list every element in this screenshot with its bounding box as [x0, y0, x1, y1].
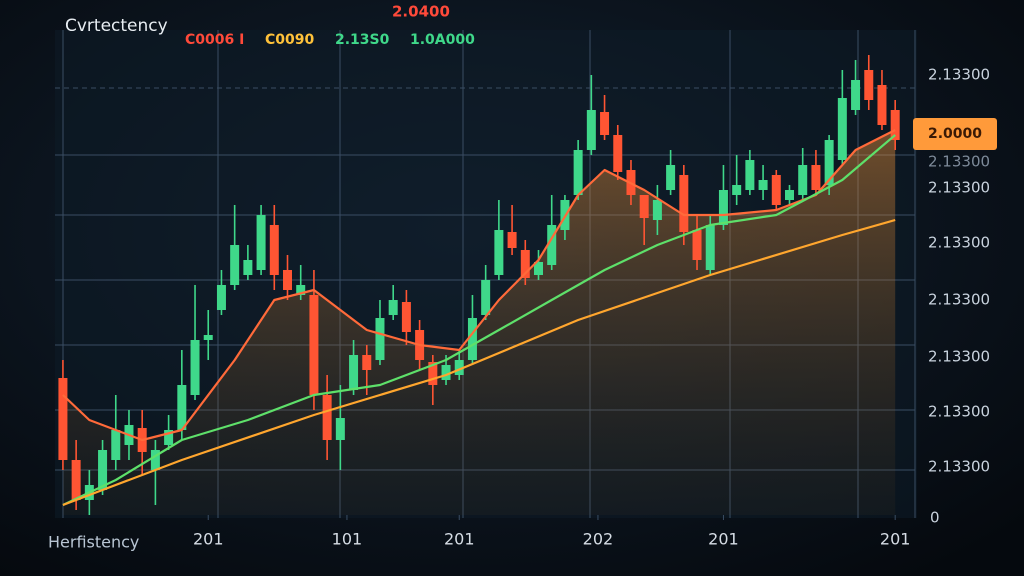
- right-axis-label: 2.13300: [928, 153, 990, 171]
- candle-body: [454, 360, 464, 375]
- candle-body: [547, 225, 557, 265]
- candle-body: [203, 335, 213, 340]
- ma-line: [62, 129, 896, 442]
- candle-body: [190, 340, 200, 395]
- candle-body: [600, 112, 610, 135]
- candle-body: [771, 175, 781, 205]
- right-axis-label: 2.13300: [928, 179, 990, 197]
- footer-label: Herfistency: [48, 533, 139, 552]
- candle-body: [534, 262, 544, 275]
- candle-body: [507, 232, 517, 248]
- candle-body: [401, 302, 411, 332]
- candle-body: [283, 270, 293, 290]
- candle-body: [362, 355, 372, 370]
- candle-body: [877, 85, 887, 125]
- ma-line: [62, 134, 896, 506]
- candle-body: [481, 280, 491, 315]
- right-axis-label: 0: [930, 509, 940, 527]
- candle-body: [586, 110, 596, 150]
- candle-body: [851, 80, 861, 110]
- x-tick-label: 201: [193, 530, 224, 549]
- candle-body: [494, 230, 504, 275]
- candle-body: [256, 215, 266, 270]
- x-tick-label: 101: [332, 530, 363, 549]
- candle-body: [798, 165, 808, 195]
- candle-body: [269, 225, 279, 275]
- legend-label: C0090: [265, 32, 314, 48]
- candle-body: [732, 185, 742, 195]
- candle-body: [467, 318, 477, 360]
- candle-body: [375, 318, 385, 360]
- candle-body: [441, 365, 451, 380]
- candle-body: [58, 378, 68, 460]
- candle-body: [98, 450, 108, 490]
- x-tick-label: 201: [444, 530, 475, 549]
- legend-label: C0006 I: [185, 32, 244, 48]
- candle-body: [150, 450, 160, 470]
- candle-body: [71, 460, 81, 500]
- price-tag-box: [913, 118, 997, 150]
- candle-body: [824, 140, 834, 185]
- x-tick-label: 201: [880, 530, 911, 549]
- candle-body: [177, 385, 187, 430]
- candle-body: [111, 430, 121, 460]
- candle-body: [613, 135, 623, 172]
- candle-body: [639, 195, 649, 218]
- right-axis-label: 2.13300: [928, 458, 990, 476]
- right-axis-label: 2.13300: [928, 291, 990, 309]
- candle-body: [745, 160, 755, 190]
- candle-body: [837, 98, 847, 160]
- legend-label: 2.13S0: [335, 32, 390, 48]
- x-tick-label: 201: [708, 530, 739, 549]
- candle-body: [890, 110, 900, 140]
- right-axis-label: 2.13300: [928, 403, 990, 421]
- top-label: 2.0400: [392, 3, 450, 21]
- candle-body: [811, 165, 821, 190]
- candle-body: [243, 260, 253, 275]
- candle-body: [718, 190, 728, 225]
- x-tick-label: 202: [583, 530, 614, 549]
- price-tag: 2.0000: [928, 126, 982, 142]
- candle-body: [296, 285, 306, 295]
- candle-body: [785, 190, 795, 200]
- candle-body: [679, 175, 689, 232]
- candle-body: [349, 355, 359, 390]
- candle-body: [216, 285, 226, 310]
- chart-title: Cvrtectency: [65, 16, 168, 36]
- right-axis-label: 2.13300: [928, 348, 990, 366]
- candle-body: [164, 430, 174, 445]
- candle-body: [388, 300, 398, 315]
- ma-line: [62, 218, 896, 507]
- right-axis-label: 2.13300: [928, 234, 990, 252]
- candle-body: [864, 70, 874, 100]
- candle-body: [335, 418, 345, 440]
- candle-body: [652, 200, 662, 220]
- candle-body: [692, 230, 702, 260]
- candle-body: [758, 180, 768, 190]
- candle-body: [666, 165, 676, 190]
- right-axis-label: 2.13300: [928, 66, 990, 84]
- candle-body: [309, 295, 319, 395]
- candle-body: [520, 250, 530, 278]
- candle-body: [322, 395, 332, 440]
- legend-label: 1.0A000: [410, 32, 475, 48]
- candle-body: [428, 362, 438, 385]
- candle-body: [230, 245, 240, 285]
- candle-body: [573, 150, 583, 195]
- candle-body: [705, 225, 715, 270]
